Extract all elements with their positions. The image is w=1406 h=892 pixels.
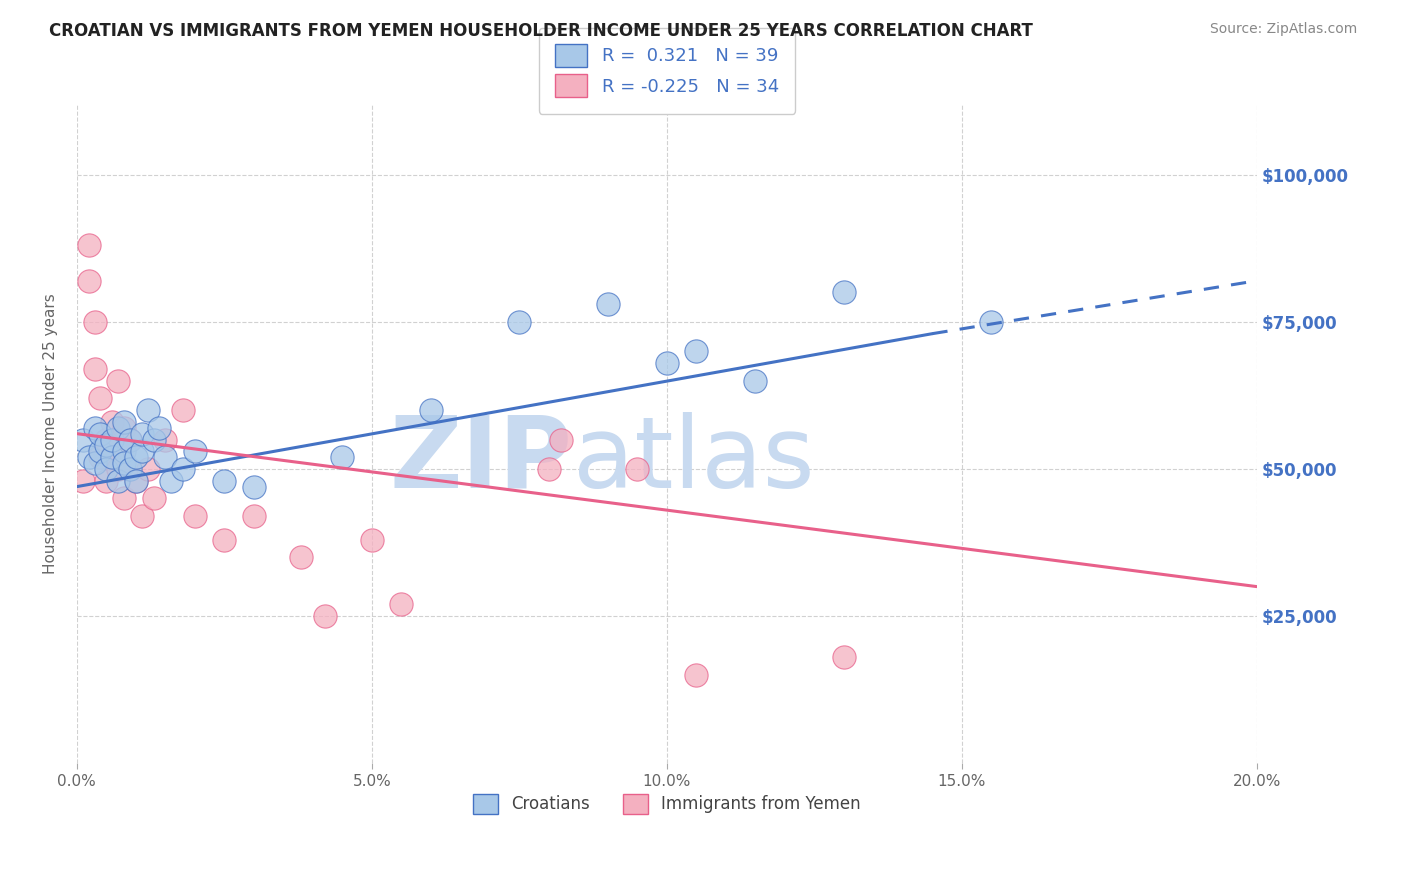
Point [77,274,100,288]
Point [83,362,105,376]
Point [107,462,129,476]
Point [107,374,129,388]
Point [77,450,100,465]
Point [125,450,148,465]
Point [107,421,129,435]
Point [626,462,648,476]
Point [550,433,572,447]
Point [89,450,111,465]
Point [101,433,124,447]
Point [89,426,111,441]
Point [83,421,105,435]
Point [112,444,135,458]
Point [508,315,530,329]
Y-axis label: Householder Income Under 25 years: Householder Income Under 25 years [44,293,58,574]
Point [131,444,153,458]
Point [72,474,94,488]
Point [96,433,118,447]
Point [89,392,111,406]
Point [125,474,148,488]
Point [131,509,153,524]
Point [685,344,707,359]
Point [155,450,177,465]
Point [96,474,118,488]
Point [361,533,384,547]
Point [214,474,236,488]
Point [112,491,135,506]
Point [184,444,207,458]
Point [596,297,619,311]
Point [136,462,159,476]
Point [112,456,135,470]
Point [155,433,177,447]
Point [112,421,135,435]
Point [160,474,183,488]
Point [142,433,165,447]
Text: Source: ZipAtlas.com: Source: ZipAtlas.com [1209,22,1357,37]
Point [136,403,159,417]
Point [832,285,855,300]
Point [832,650,855,665]
Point [83,456,105,470]
Point [243,509,266,524]
Point [96,462,118,476]
Point [655,356,678,370]
Point [184,509,207,524]
Point [172,403,194,417]
Point [118,462,141,476]
Point [107,474,129,488]
Point [389,597,412,611]
Point [77,238,100,252]
Point [172,462,194,476]
Point [131,426,153,441]
Point [118,433,141,447]
Text: CROATIAN VS IMMIGRANTS FROM YEMEN HOUSEHOLDER INCOME UNDER 25 YEARS CORRELATION : CROATIAN VS IMMIGRANTS FROM YEMEN HOUSEH… [49,22,1033,40]
Point [72,433,94,447]
Point [290,550,312,565]
Point [419,403,441,417]
Point [101,450,124,465]
Point [980,315,1002,329]
Point [125,474,148,488]
Point [83,315,105,329]
Point [314,609,336,624]
Point [243,480,266,494]
Point [332,450,354,465]
Point [744,374,766,388]
Point [89,444,111,458]
Point [101,415,124,429]
Point [96,438,118,452]
Text: atlas: atlas [572,411,814,508]
Point [101,450,124,465]
Point [112,415,135,429]
Point [214,533,236,547]
Text: ZIP: ZIP [389,411,572,508]
Legend: Croatians, Immigrants from Yemen: Croatians, Immigrants from Yemen [465,787,868,821]
Point [685,668,707,682]
Point [148,421,170,435]
Point [142,491,165,506]
Point [537,462,560,476]
Point [118,433,141,447]
